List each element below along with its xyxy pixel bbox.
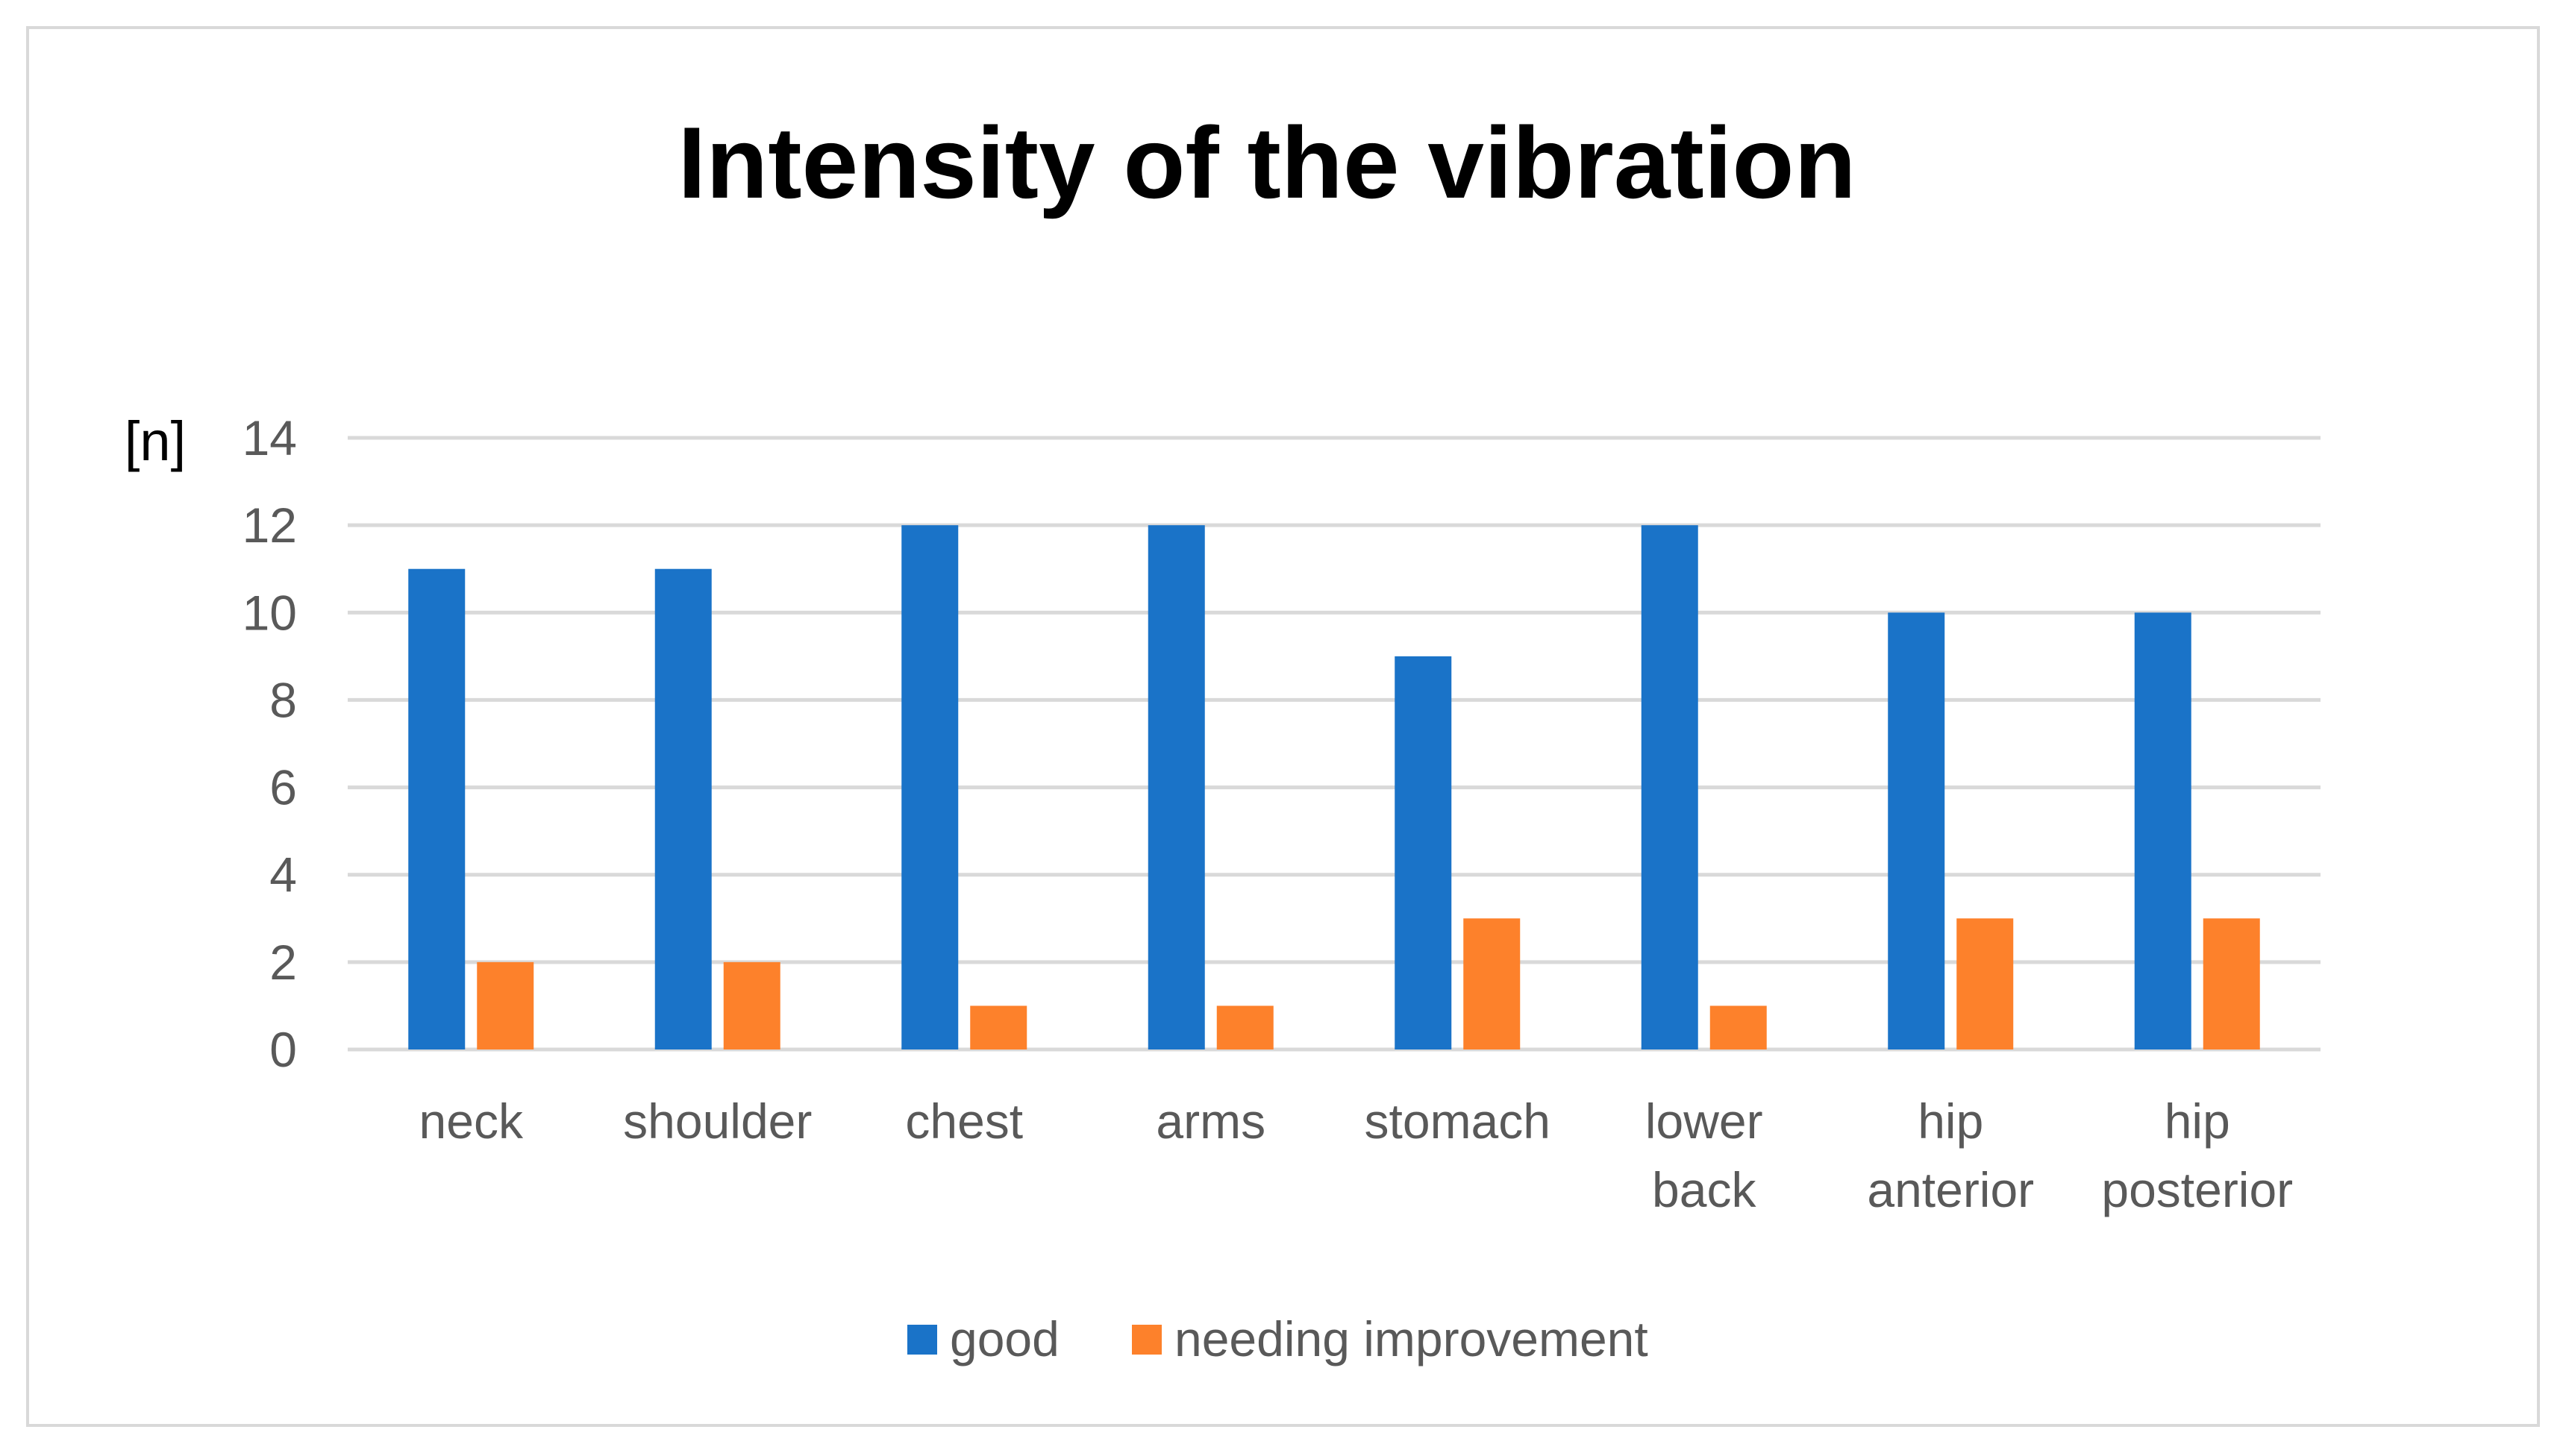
bar-good	[654, 568, 712, 1049]
y-tick-label: 14	[242, 410, 297, 465]
bar-needing-improvement	[2203, 918, 2260, 1049]
legend-label: needing improvement	[1174, 1311, 1648, 1366]
y-tick-label: 12	[242, 498, 297, 553]
y-axis-ticks: 0 2 4 6 8 10 12 14	[242, 410, 297, 1077]
legend-swatch	[1132, 1325, 1162, 1355]
y-tick-label: 10	[242, 585, 297, 640]
legend: good needing improvement	[907, 1311, 1648, 1366]
bar-good	[1395, 656, 1452, 1049]
x-tick-label: neck	[419, 1093, 524, 1149]
x-tick-label: shoulder	[623, 1093, 812, 1149]
y-tick-label: 4	[269, 847, 297, 903]
x-axis-labels: neck shoulder chest arms stomach lower back hip…	[419, 1093, 2294, 1217]
bar-needing-improvement	[723, 961, 780, 1049]
x-tick-label: hip	[1918, 1093, 1983, 1149]
x-tick-label: hip	[2165, 1093, 2230, 1149]
bar-good	[1641, 525, 1698, 1049]
bar-good	[1148, 525, 1205, 1049]
x-tick-label: chest	[905, 1093, 1023, 1149]
bar-needing-improvement	[1956, 918, 2014, 1049]
y-tick-label: 6	[269, 760, 297, 815]
bar-good	[2134, 612, 2191, 1049]
bar-needing-improvement	[1709, 1005, 1767, 1049]
bar-good	[901, 525, 959, 1049]
y-axis-unit-label: [n]	[125, 410, 186, 472]
bar-good	[408, 568, 466, 1049]
bar-needing-improvement	[477, 961, 534, 1049]
bar-needing-improvement	[1463, 918, 1521, 1049]
bar-needing-improvement	[970, 1005, 1027, 1049]
legend-label: good	[950, 1311, 1060, 1366]
bars	[408, 525, 2260, 1049]
x-tick-label: anterior	[1867, 1162, 2034, 1217]
x-tick-label: posterior	[2101, 1162, 2293, 1217]
x-tick-label: stomach	[1365, 1093, 1550, 1149]
gridlines	[348, 436, 2321, 1052]
y-tick-label: 8	[269, 672, 297, 727]
y-tick-label: 2	[269, 935, 297, 990]
bar-needing-improvement	[1216, 1005, 1274, 1049]
y-tick-label: 0	[269, 1022, 297, 1077]
x-tick-label: lower	[1645, 1093, 1763, 1149]
bar-good	[1888, 612, 1945, 1049]
x-tick-label: arms	[1156, 1093, 1265, 1149]
x-tick-label: back	[1652, 1162, 1756, 1217]
chart-title: Intensity of the vibration	[678, 106, 1856, 219]
legend-swatch	[907, 1325, 937, 1355]
